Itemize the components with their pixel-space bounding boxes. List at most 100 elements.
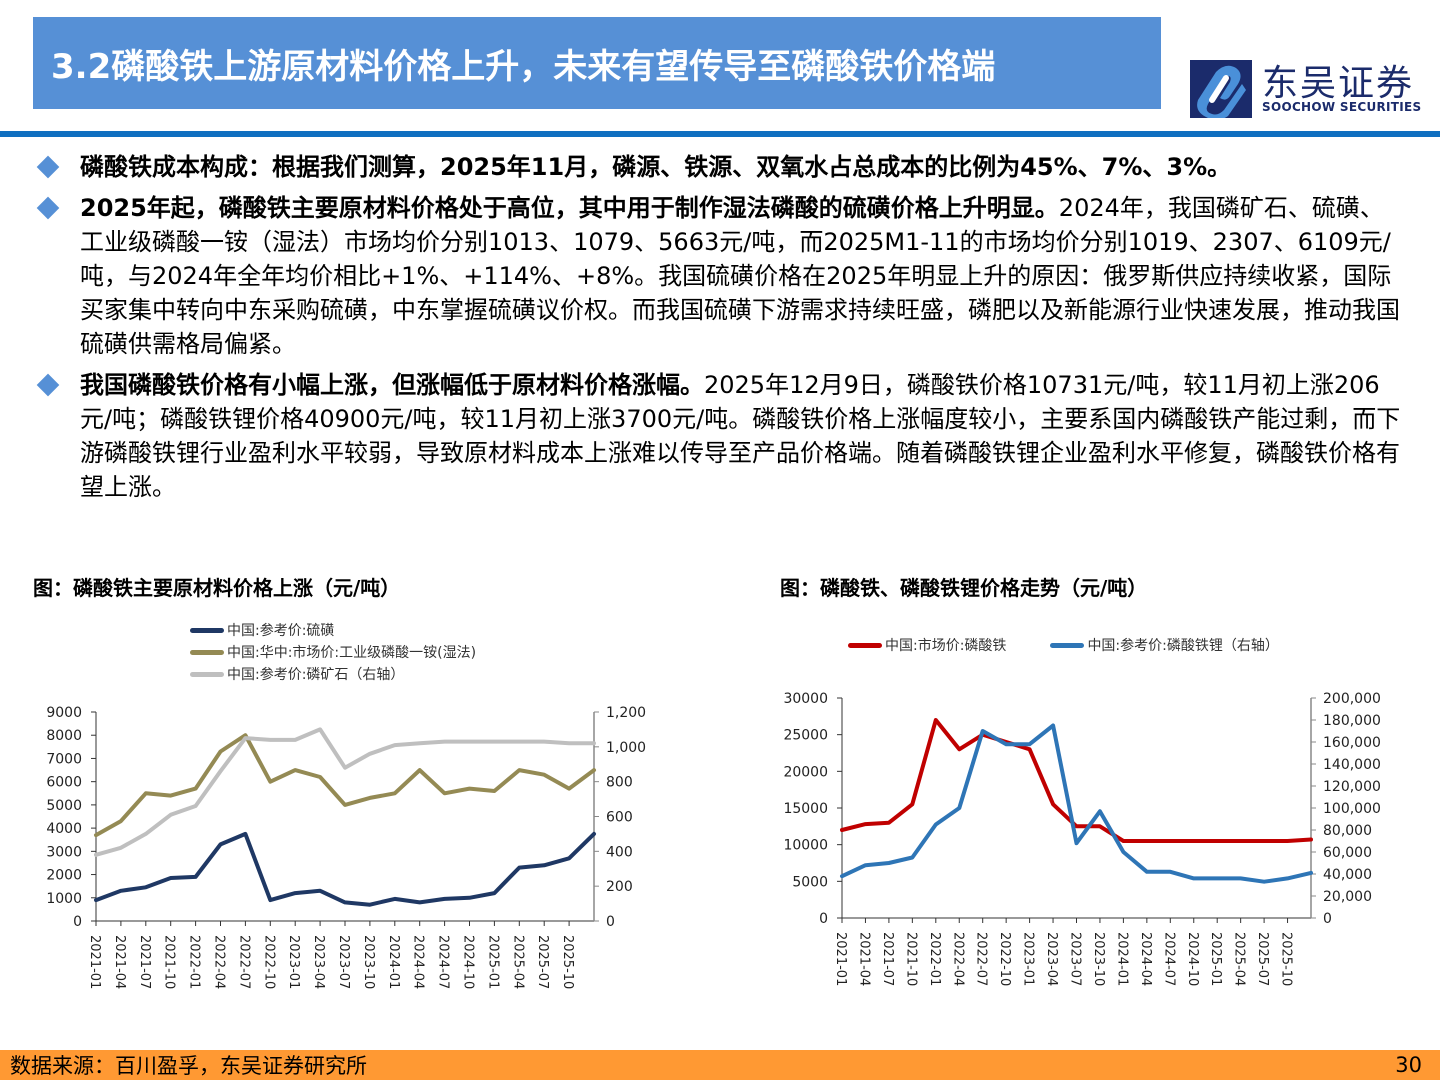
bullet-bold-text: 磷酸铁成本构成：根据我们测算，2025年11月，磷源、铁源、双氧水占总成本的比例…: [80, 153, 1232, 181]
svg-text:180,000: 180,000: [1323, 713, 1381, 729]
legend-swatch: [848, 642, 882, 648]
bullet-list: 磷酸铁成本构成：根据我们测算，2025年11月，磷源、铁源、双氧水占总成本的比例…: [36, 150, 1406, 511]
svg-text:25000: 25000: [783, 728, 828, 744]
svg-text:30000: 30000: [783, 691, 828, 707]
svg-text:2025-07: 2025-07: [535, 935, 550, 989]
svg-text:8000: 8000: [46, 728, 82, 744]
svg-text:0: 0: [819, 911, 828, 927]
svg-text:2024-01: 2024-01: [1114, 932, 1129, 986]
svg-text:2025-01: 2025-01: [1208, 932, 1223, 986]
svg-text:2023-10: 2023-10: [361, 935, 376, 989]
raw-material-price-chart: 0 1000 2000 3000 4000 5000 6000 7000 8000 9000 0 20…: [46, 705, 646, 989]
series-line: [840, 718, 1313, 843]
svg-text:2024-10: 2024-10: [1185, 932, 1200, 986]
svg-text:140,000: 140,000: [1323, 757, 1381, 773]
logo-chinese-name: 东吴证券: [1262, 63, 1415, 104]
svg-text:3000: 3000: [46, 844, 82, 860]
legend-label: 中国:参考价:硫磺: [227, 623, 335, 639]
svg-text:40,000: 40,000: [1323, 867, 1372, 883]
svg-text:2023-10: 2023-10: [1091, 932, 1106, 986]
svg-text:15000: 15000: [783, 801, 828, 817]
svg-text:2024-07: 2024-07: [1161, 932, 1176, 986]
soochow-logo-icon: [1190, 60, 1252, 118]
svg-text:2022-01: 2022-01: [187, 935, 202, 989]
svg-text:2022-10: 2022-10: [997, 932, 1012, 986]
svg-text:200: 200: [606, 879, 633, 895]
bullet-text: 2024年，我国磷矿石、硫磺、工业级磷酸一铵（湿法）市场均价分别1013、107…: [80, 194, 1400, 358]
series-line: [840, 723, 1313, 884]
logo-english-name: SOOCHOW SECURITIES: [1262, 100, 1422, 114]
legend-swatch: [190, 649, 224, 655]
svg-text:0: 0: [606, 914, 615, 930]
svg-text:9000: 9000: [46, 705, 82, 721]
diamond-bullet-icon: [36, 373, 60, 397]
series-line: [94, 727, 596, 857]
diamond-bullet-icon: [36, 155, 60, 179]
legend-swatch: [190, 627, 224, 633]
svg-text:10000: 10000: [783, 838, 828, 854]
svg-text:2025-04: 2025-04: [1232, 932, 1247, 986]
svg-text:2022-07: 2022-07: [236, 935, 251, 989]
svg-text:2022-04: 2022-04: [950, 932, 965, 986]
svg-text:200,000: 200,000: [1323, 691, 1381, 707]
legend-item: 中国:参考价:磷矿石（右轴）: [190, 663, 476, 685]
svg-text:2021-10: 2021-10: [162, 935, 177, 989]
legend-label: 中国:市场价:磷酸铁: [885, 638, 1007, 654]
legend-label: 中国:参考价:磷矿石（右轴）: [227, 667, 405, 683]
title-bar: 3.2磷酸铁上游原材料价格上升，未来有望传导至磷酸铁价格端: [33, 17, 1161, 109]
svg-text:400: 400: [606, 844, 633, 860]
svg-text:5000: 5000: [792, 874, 828, 890]
bullet-bold-text: 2025年起，磷酸铁主要原材料价格处于高位，其中用于制作湿法磷酸的硫磺价格上升明…: [80, 194, 1059, 222]
svg-text:120,000: 120,000: [1323, 779, 1381, 795]
svg-text:2022-10: 2022-10: [261, 935, 276, 989]
svg-text:2023-07: 2023-07: [1068, 932, 1083, 986]
svg-text:0: 0: [73, 914, 82, 930]
svg-text:20,000: 20,000: [1323, 889, 1372, 905]
series-line: [94, 733, 596, 838]
svg-text:2021-01: 2021-01: [87, 935, 102, 989]
svg-text:4000: 4000: [46, 821, 82, 837]
bullet-item: 磷酸铁成本构成：根据我们测算，2025年11月，磷源、铁源、双氧水占总成本的比例…: [36, 150, 1406, 184]
svg-text:100,000: 100,000: [1323, 801, 1381, 817]
bullet-item: 我国磷酸铁价格有小幅上涨，但涨幅低于原材料价格涨幅。2025年12月9日，磷酸铁…: [36, 368, 1406, 504]
svg-text:2024-04: 2024-04: [411, 935, 426, 989]
svg-text:160,000: 160,000: [1323, 735, 1381, 751]
footer-bar: 数据来源：百川盈孚，东吴证券研究所 30: [0, 1050, 1440, 1080]
svg-text:2025-10: 2025-10: [560, 935, 575, 989]
svg-text:2023-01: 2023-01: [286, 935, 301, 989]
page-number: 30: [1395, 1053, 1422, 1077]
series-line: [94, 831, 596, 907]
svg-text:2022-01: 2022-01: [927, 932, 942, 986]
legend-item: 中国:市场价:磷酸铁: [848, 634, 1006, 656]
svg-text:2022-07: 2022-07: [974, 932, 989, 986]
svg-text:1,200: 1,200: [606, 705, 646, 721]
svg-text:2021-04: 2021-04: [112, 935, 127, 989]
svg-text:7000: 7000: [46, 751, 82, 767]
svg-text:2021-10: 2021-10: [903, 932, 918, 986]
svg-text:0: 0: [1323, 911, 1332, 927]
svg-text:2000: 2000: [46, 868, 82, 884]
legend-swatch: [1050, 642, 1085, 648]
bullet-item: 2025年起，磷酸铁主要原材料价格处于高位，其中用于制作湿法磷酸的硫磺价格上升明…: [36, 191, 1406, 361]
right-figure-title: 图：磷酸铁、磷酸铁锂价格走势（元/吨）: [780, 576, 1148, 600]
left-chart-legend: 中国:参考价:硫磺 中国:华中:市场价:工业级磷酸一铵(湿法) 中国:参考价:磷…: [190, 619, 476, 685]
svg-text:5000: 5000: [46, 798, 82, 814]
legend-swatch: [190, 671, 224, 677]
page-title: 3.2磷酸铁上游原材料价格上升，未来有望传导至磷酸铁价格端: [51, 46, 996, 87]
legend-item: 中国:参考价:磷酸铁锂（右轴）: [1050, 634, 1279, 656]
bullet-text: 2025年12月9日，磷酸铁价格10731元/吨，较11月初上涨206元/吨；磷…: [80, 371, 1401, 501]
company-logo: 东吴证券 SOOCHOW SECURITIES: [1190, 52, 1425, 122]
svg-text:2022-04: 2022-04: [212, 935, 227, 989]
svg-text:2024-01: 2024-01: [386, 935, 401, 989]
svg-text:2024-04: 2024-04: [1138, 932, 1153, 986]
svg-text:2023-01: 2023-01: [1021, 932, 1036, 986]
svg-text:2023-04: 2023-04: [1044, 932, 1059, 986]
left-figure-title: 图：磷酸铁主要原材料价格上涨（元/吨）: [33, 576, 401, 600]
data-source: 数据来源：百川盈孚，东吴证券研究所: [10, 1054, 367, 1078]
svg-text:2023-07: 2023-07: [336, 935, 351, 989]
legend-label: 中国:参考价:磷酸铁锂（右轴）: [1087, 638, 1279, 654]
svg-text:20000: 20000: [783, 764, 828, 780]
svg-text:2021-04: 2021-04: [856, 932, 871, 986]
svg-text:1,000: 1,000: [606, 740, 646, 756]
svg-text:6000: 6000: [46, 775, 82, 791]
